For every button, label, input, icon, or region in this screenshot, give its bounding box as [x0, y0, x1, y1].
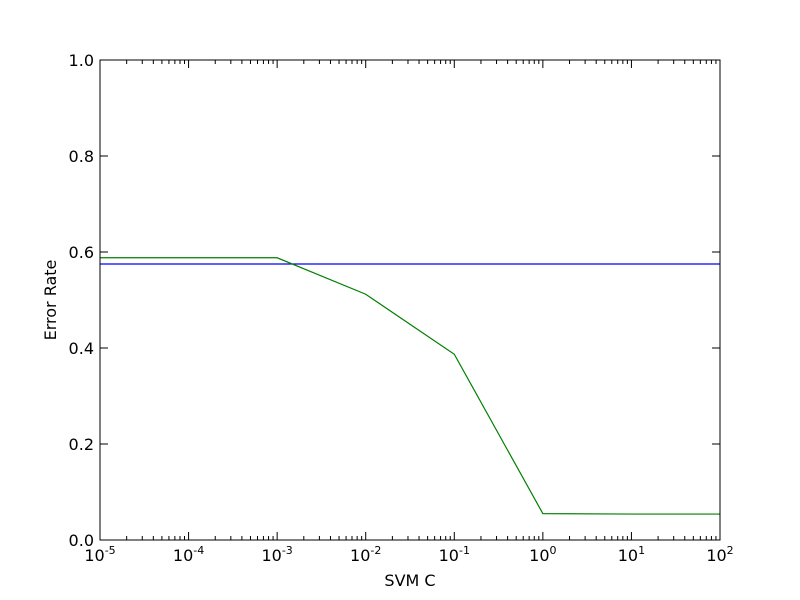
- x-tick-labels: 10-5 10-4 10-3 10-2 10-1 100 101 102: [84, 544, 733, 565]
- x-tick-label: 10-1: [439, 544, 470, 565]
- series-layer: [100, 257, 720, 515]
- x-tick-label-base: 10: [84, 546, 104, 565]
- x-tick-label: 10-3: [261, 544, 292, 565]
- x-tick-label-exponent: -3: [282, 544, 293, 557]
- x-tick-label-base: 10: [173, 546, 193, 565]
- x-tick-label-exponent: 1: [638, 544, 645, 557]
- y-tick-labels: 0.0 0.2 0.4 0.6 0.8 1.0: [69, 51, 94, 550]
- y-tick-label: 0.8: [69, 147, 94, 166]
- x-tick-label-exponent: -4: [193, 544, 204, 557]
- plot-frame: [99, 59, 721, 541]
- x-tick-label-base: 10: [439, 546, 459, 565]
- x-tick-label-exponent: 0: [550, 544, 557, 557]
- series-line-2: [100, 257, 720, 515]
- y-tick-label: 1.0: [69, 51, 94, 70]
- ticks-layer: [99, 59, 721, 541]
- x-tick-label-base: 10: [706, 546, 726, 565]
- x-tick-label-base: 10: [261, 546, 281, 565]
- x-tick-label: 100: [529, 544, 556, 565]
- y-axis-label: Error Rate: [41, 260, 60, 341]
- x-tick-label-exponent: -1: [459, 544, 470, 557]
- y-tick-label: 0.4: [69, 339, 94, 358]
- y-tick-label: 0.0: [69, 531, 94, 550]
- x-tick-label: 10-5: [84, 544, 115, 565]
- x-tick-label-base: 10: [350, 546, 370, 565]
- x-tick-label-exponent: -2: [370, 544, 381, 557]
- x-tick-label-base: 10: [618, 546, 638, 565]
- y-tick-label: 0.2: [69, 435, 94, 454]
- x-tick-label: 102: [706, 544, 733, 565]
- x-tick-label: 10-4: [173, 544, 204, 565]
- x-tick-label-base: 10: [529, 546, 549, 565]
- x-tick-label: 101: [618, 544, 645, 565]
- x-tick-label-exponent: 2: [727, 544, 734, 557]
- x-axis-label: SVM C: [384, 571, 435, 590]
- x-tick-label-exponent: -5: [105, 544, 116, 557]
- y-tick-label: 0.6: [69, 243, 94, 262]
- x-tick-label: 10-2: [350, 544, 381, 565]
